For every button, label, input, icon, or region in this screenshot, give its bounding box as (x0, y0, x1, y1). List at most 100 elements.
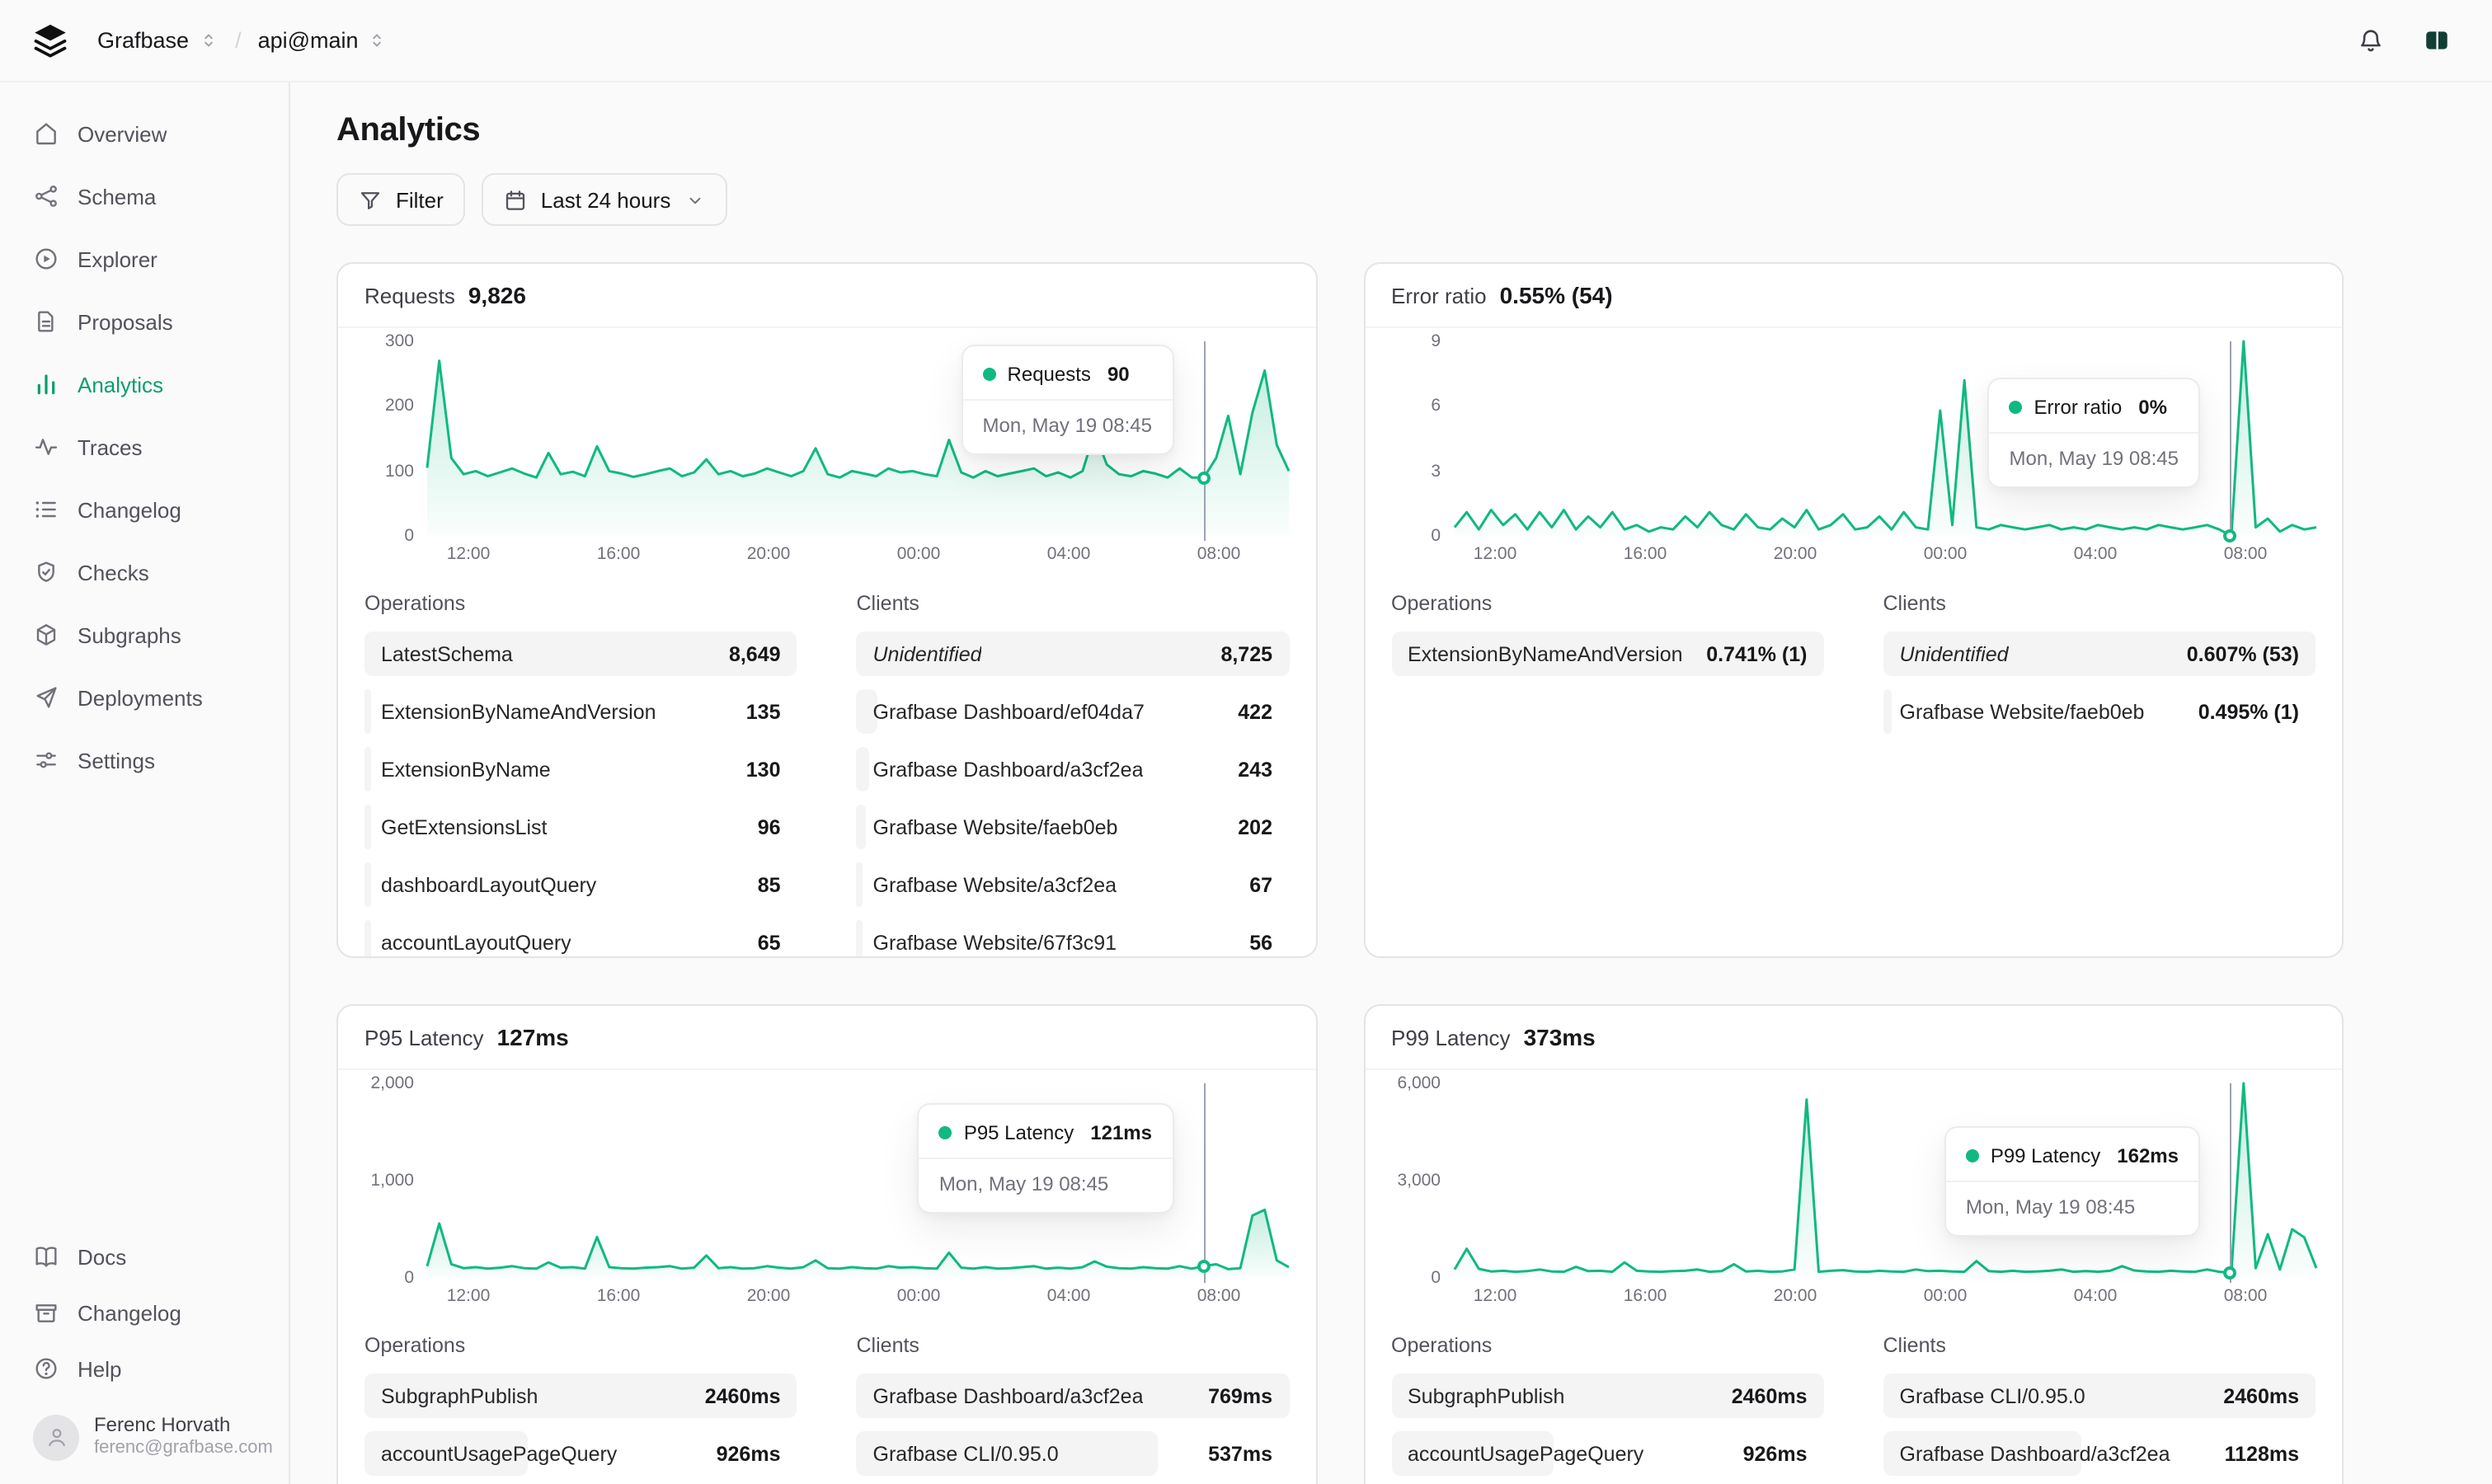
metric-value: 56 (1249, 931, 1272, 954)
metric-row[interactable]: GetExtensionsList 96 (364, 805, 797, 849)
value-bar (1391, 1374, 1824, 1418)
breadcrumb-org-selector[interactable]: Grafbase (97, 28, 219, 53)
metric-row[interactable]: accountUsagePageQuery 926ms (364, 1431, 797, 1476)
breadcrumb-branch-selector[interactable]: api@main (258, 28, 388, 53)
sidebar-footer-item-help[interactable]: Help (0, 1341, 289, 1397)
metric-row[interactable]: ExtensionByName 130 (364, 747, 797, 791)
sidebar-item-checks[interactable]: Checks (0, 541, 289, 603)
sidebar-item-analytics[interactable]: Analytics (0, 353, 289, 416)
metric-row[interactable]: accountLayoutQuery 65 (364, 920, 797, 956)
sidebar-item-overview[interactable]: Overview (0, 102, 289, 165)
grafbase-logo-icon[interactable] (30, 20, 71, 61)
metric-row[interactable]: Grafbase CLI/0.95.0 2460ms (1883, 1374, 2316, 1418)
metric-row[interactable]: Grafbase Dashboard/a3cf2ea 1128ms (1883, 1431, 2316, 1476)
metric-row[interactable]: Grafbase Dashboard/a3cf2ea 769ms (856, 1374, 1289, 1418)
sidebar-item-label: Overview (78, 121, 167, 146)
sidebar-item-deployments[interactable]: Deployments (0, 666, 289, 729)
x-axis-labels: 12:00 16:00 20:00 00:00 04:00 08:00 (1473, 544, 2268, 564)
sidebar-item-explorer[interactable]: Explorer (0, 228, 289, 290)
operations-list: Operations SubgraphPublish 2460ms accountU… (364, 1334, 797, 1484)
panel-toggle-button[interactable] (2410, 14, 2462, 67)
card-title: Requests (364, 284, 455, 308)
sidebar-item-subgraphs[interactable]: Subgraphs (0, 603, 289, 666)
metric-row[interactable]: Grafbase Dashboard/a3cf2ea 243 (856, 747, 1290, 791)
date-range-label: Last 24 hours (540, 187, 671, 212)
chart-plot[interactable]: P95 Latency 121ms Mon, May 19 08:45 (426, 1083, 1290, 1283)
crosshair-line (1203, 1083, 1206, 1283)
chart-tooltip: P99 Latency 162ms Mon, May 19 08:45 (1944, 1126, 2200, 1237)
chart-tooltip: Requests 90 Mon, May 19 08:45 (961, 345, 1173, 455)
metric-value: 85 (757, 873, 781, 896)
sidebar-footer: Docs Changelog Help Ferenc Horvath ferenc@… (0, 1229, 289, 1484)
sidebar-item-proposals[interactable]: Proposals (0, 290, 289, 353)
metric-row[interactable]: dashboardLayoutQuery 85 (364, 862, 797, 907)
card-header: Requests 9,826 (338, 264, 1315, 328)
value-bar (856, 920, 863, 956)
tooltip-timestamp: Mon, May 19 08:45 (1965, 1195, 2136, 1219)
metric-row[interactable]: LatestSchema 8,649 (364, 632, 797, 676)
chart-plot[interactable]: Requests 90 Mon, May 19 08:45 (426, 341, 1291, 541)
list-header: Clients (1883, 1334, 1946, 1357)
sidebar-footer-item-changelog[interactable]: Changelog (0, 1285, 289, 1341)
metric-row[interactable]: Unidentified 8,725 (856, 632, 1289, 676)
metric-row[interactable]: ExtensionByNameAndVersion 0.741% (1) (1391, 632, 1824, 676)
metric-label: Grafbase Dashboard/a3cf2ea (872, 1384, 1144, 1407)
list-header: Clients (856, 1334, 919, 1357)
value-bar (364, 747, 371, 791)
chart-plot[interactable]: Error ratio 0% Mon, May 19 08:45 (1452, 340, 2316, 542)
value-bar (856, 747, 869, 791)
chart-tooltip: Error ratio 0% Mon, May 19 08:45 (1987, 378, 2200, 488)
metric-row[interactable]: Unidentified 0.607% (53) (1883, 632, 2316, 676)
metric-row[interactable]: Grafbase Website/a3cf2ea 67 (856, 862, 1290, 907)
user-name: Ferenc Horvath (94, 1413, 231, 1437)
analytics-icon (33, 371, 59, 397)
sidebar-item-label: Schema (78, 184, 157, 209)
tooltip-series-label: P99 Latency (1990, 1144, 2101, 1167)
metric-label: ExtensionByName (381, 758, 551, 781)
card-title: P95 Latency (364, 1026, 484, 1050)
metric-row[interactable]: SubgraphPublish 2460ms (1391, 1374, 1824, 1418)
metric-label: Grafbase Dashboard/a3cf2ea (1899, 1442, 2170, 1465)
metric-row[interactable]: Grafbase Website/faeb0eb 0.495% (1) (1883, 689, 2316, 734)
card-title: Error ratio (1391, 284, 1487, 308)
value-bar (856, 805, 867, 849)
clients-list: Clients Grafbase Dashboard/a3cf2ea 769ms G… (856, 1334, 1290, 1484)
tooltip-value: 90 (1107, 363, 1130, 386)
notifications-button[interactable] (2344, 14, 2396, 67)
bell-icon (2356, 26, 2384, 54)
checks-icon (33, 559, 59, 585)
metric-row[interactable]: ExtensionByNameAndVersion 135 (364, 689, 797, 734)
metric-row[interactable]: Grafbase Website/67f3c91 56 (856, 920, 1290, 956)
clients-list: Clients Unidentified 0.607% (53) Grafbase … (1883, 592, 2316, 747)
card-title: P99 Latency (1391, 1026, 1511, 1050)
filter-button[interactable]: Filter (336, 173, 465, 226)
metric-row[interactable]: Grafbase CLI/0.95.0 537ms (856, 1431, 1290, 1476)
metric-row[interactable]: Grafbase Website/faeb0eb 202 (856, 805, 1290, 849)
metric-value: 8,649 (728, 642, 781, 665)
value-bar (1883, 689, 1892, 734)
card-value: 0.55% (54) (1499, 282, 1613, 308)
chart: 2,000 1,000 0 P95 Latency 121ms Mon, May 1… (338, 1070, 1315, 1308)
sidebar-item-label: Changelog (78, 497, 181, 522)
sidebar-footer-item-docs[interactable]: Docs (0, 1229, 289, 1285)
series-dot (938, 1126, 952, 1139)
sidebar-item-settings[interactable]: Settings (0, 729, 289, 791)
sidebar-item-schema[interactable]: Schema (0, 165, 289, 228)
value-bar (364, 689, 372, 734)
metric-row[interactable]: accountUsagePageQuery 926ms (1391, 1431, 1824, 1476)
chart-plot[interactable]: P99 Latency 162ms Mon, May 19 08:45 (1452, 1082, 2317, 1283)
area-chart (426, 359, 1291, 536)
metric-row[interactable]: SubgraphPublish 2460ms (364, 1374, 797, 1418)
sidebar-item-label: Subgraphs (78, 622, 181, 647)
user-profile[interactable]: Ferenc Horvath ferenc@grafbase.com (0, 1397, 289, 1472)
x-axis-labels: 12:00 16:00 20:00 00:00 04:00 08:00 (1473, 1286, 2268, 1306)
metric-value: 65 (757, 931, 781, 954)
sidebar-item-changelog[interactable]: Changelog (0, 478, 289, 541)
card-value: 127ms (496, 1024, 569, 1050)
metric-row[interactable]: Grafbase Dashboard/ef04da7 422 (856, 689, 1290, 734)
date-range-button[interactable]: Last 24 hours (481, 173, 727, 226)
sidebar-item-traces[interactable]: Traces (0, 416, 289, 478)
metric-label: Unidentified (872, 642, 982, 665)
